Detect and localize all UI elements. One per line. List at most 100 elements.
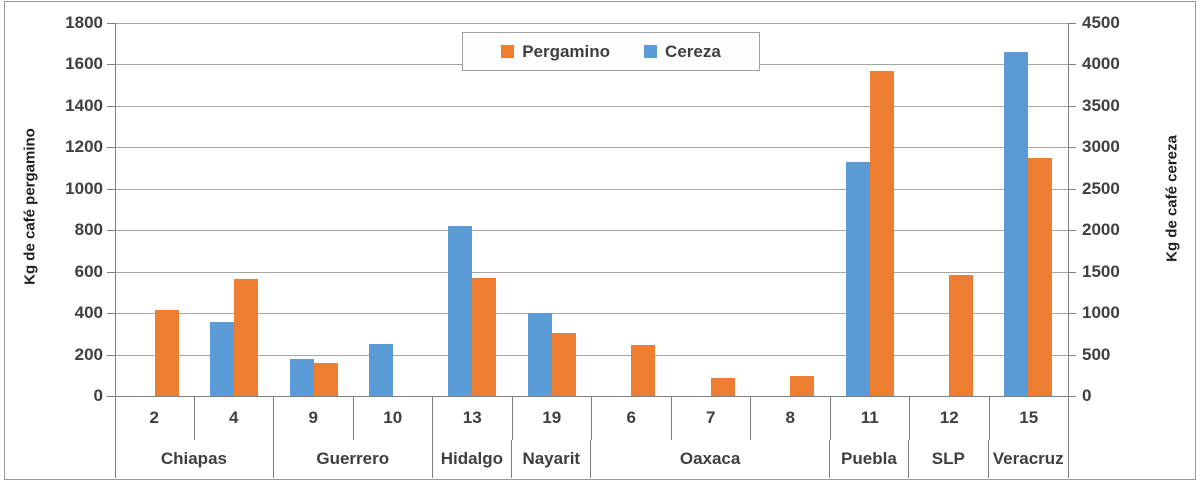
bar-pergamino-4 [234, 278, 259, 396]
bar-pergamino-15 [1028, 157, 1053, 396]
category-slot-15 [989, 23, 1068, 396]
gridline [115, 230, 1068, 231]
right-axis-tick-mark [1068, 189, 1076, 190]
right-axis-tick-mark [1068, 23, 1076, 24]
right-axis-tick-mark [1068, 313, 1076, 314]
group-label-veracruz: Veracruz [992, 449, 1064, 468]
right-axis-tick-label: 3000 [1082, 137, 1120, 156]
category-slot-8 [750, 23, 829, 396]
gridline [115, 147, 1068, 148]
left-axis-tick-label: 1400 [65, 96, 103, 115]
right-axis-tick-mark [1068, 64, 1076, 65]
category-label-7: 7 [672, 396, 751, 440]
category-slot-19 [512, 23, 591, 396]
gridline [115, 313, 1068, 314]
category-slot-10 [353, 23, 432, 396]
bar-pergamino-8 [790, 376, 815, 396]
legend-entry-pergamino: Pergamino [501, 42, 610, 62]
legend-swatch-icon [644, 45, 658, 58]
category-label-11: 11 [831, 396, 910, 440]
left-axis-tick-mark [107, 396, 115, 397]
left-axis-tick-mark [107, 147, 115, 148]
right-axis-tick-mark [1068, 106, 1076, 107]
category-label-4: 4 [195, 396, 274, 440]
legend-label: Pergamino [522, 41, 611, 61]
left-axis-tick-mark [107, 64, 115, 65]
left-axis-tick-label: 0 [93, 386, 103, 405]
left-axis-tick-label: 400 [74, 303, 103, 322]
left-axis-tick-label: 800 [74, 220, 103, 239]
bar-pergamino-7 [710, 378, 735, 396]
category-label-6: 6 [592, 396, 672, 440]
left-axis-tick-mark [107, 106, 115, 107]
right-axis-line [1068, 23, 1069, 478]
bar-cereza-4 [210, 322, 235, 396]
right-axis-tick-label: 2000 [1082, 220, 1120, 239]
category-slot-9 [274, 23, 353, 396]
left-axis-tick-mark [107, 23, 115, 24]
left-axis-tick-mark [107, 313, 115, 314]
left-axis-tick-mark [107, 272, 115, 273]
category-label-13: 13 [433, 396, 513, 440]
left-axis-tick-label: 1800 [65, 13, 103, 32]
bar-cereza-19 [527, 313, 552, 396]
group-label-nayarit: Nayarit [512, 440, 592, 478]
left-axis-tick-mark [107, 355, 115, 356]
left-axis-tick-mark [107, 189, 115, 190]
category-label-2: 2 [115, 396, 195, 440]
right-axis-tick-label: 4000 [1082, 54, 1120, 73]
right-axis-tick-label: 2500 [1082, 179, 1120, 198]
right-axis-tick-label: 4500 [1082, 13, 1120, 32]
category-slot-13 [433, 23, 512, 396]
right-axis-tick-label: 3500 [1082, 96, 1120, 115]
bar-pergamino-11 [869, 70, 894, 396]
left-axis-tick-label: 200 [74, 345, 103, 364]
category-label-8: 8 [751, 396, 831, 440]
category-label-19: 19 [513, 396, 592, 440]
gridline [115, 355, 1068, 356]
category-axis-states: Chiapas Guerrero Hidalgo Nayarit Oaxaca Puebl… [115, 440, 1068, 478]
left-axis-tick-label: 1600 [65, 54, 103, 73]
group-label-hidalgo: Hidalgo [433, 440, 513, 478]
category-slot-2 [115, 23, 194, 396]
bar-pergamino-12 [948, 274, 973, 396]
gridline [115, 189, 1068, 190]
category-slot-12 [909, 23, 988, 396]
bar-cereza-11 [845, 162, 870, 396]
chart-border [4, 1, 1196, 480]
bar-pergamino-19 [551, 332, 576, 396]
category-label-9: 9 [274, 396, 354, 440]
left-axis-tick-label: 1000 [65, 179, 103, 198]
bar-pergamino-2 [154, 310, 179, 396]
legend: Pergamino Cereza [462, 32, 760, 71]
left-axis-tick-mark [107, 230, 115, 231]
right-axis-tick-mark [1068, 147, 1076, 148]
category-axis-numbers: 2 4 9 10 13 19 6 7 8 11 12 15 [115, 396, 1068, 440]
right-axis-title: Kg de café cereza [1163, 135, 1181, 262]
bar-cereza-15 [1004, 52, 1029, 396]
left-axis-line [115, 23, 116, 478]
legend-swatch-icon [501, 45, 515, 58]
right-axis-tick-mark [1068, 355, 1076, 356]
bar-pergamino-9 [313, 362, 338, 396]
legend-label: Cereza [665, 41, 721, 61]
plot-area [115, 23, 1068, 397]
left-axis-tick-label: 1200 [65, 137, 103, 156]
category-label-12: 12 [910, 396, 990, 440]
right-axis-tick-mark [1068, 272, 1076, 273]
right-axis-tick-label: 0 [1082, 386, 1092, 405]
category-slot-11 [830, 23, 909, 396]
bar-series-area [115, 23, 1068, 396]
gridline [115, 106, 1068, 107]
group-label-chiapas: Chiapas [115, 440, 274, 478]
bar-cereza-10 [368, 343, 393, 396]
category-slot-4 [194, 23, 273, 396]
bar-pergamino-6 [631, 345, 656, 396]
group-label-puebla: Puebla [830, 440, 910, 478]
bar-cereza-13 [448, 226, 473, 396]
gridline [115, 23, 1068, 24]
category-slot-7 [671, 23, 750, 396]
right-axis-tick-mark [1068, 396, 1076, 397]
group-label-slp: SLP [909, 440, 989, 478]
